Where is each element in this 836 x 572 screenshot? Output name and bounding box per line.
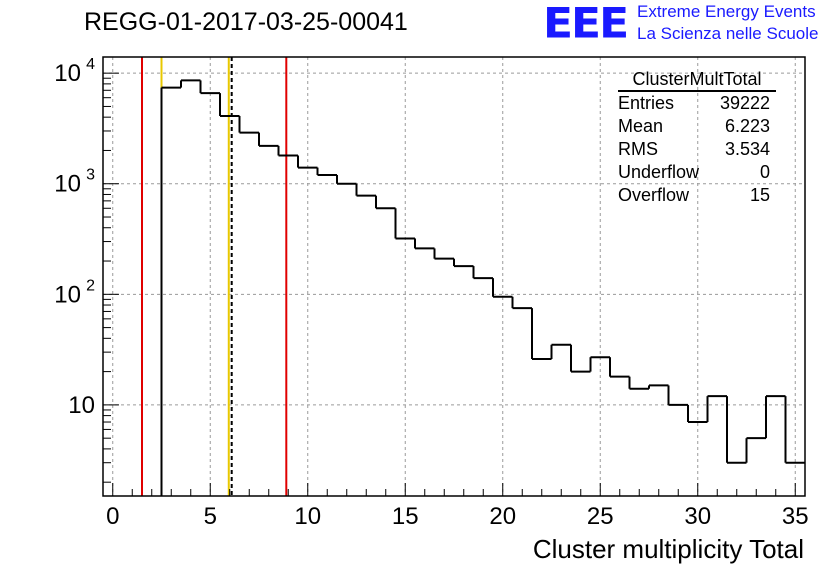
- x-tick-label: 15: [392, 503, 419, 530]
- histogram-series: [160, 79, 805, 496]
- x-axis-label: Cluster multiplicity Total: [532, 534, 804, 564]
- y-tick-label-exponent: 3: [86, 167, 95, 184]
- stats-row-underflow: Underflow 0: [610, 161, 782, 184]
- logo-subtitle-line2: La Scienza nelle Scuole: [637, 24, 819, 43]
- stats-label: Overflow: [618, 185, 690, 205]
- stats-value: 3.534: [724, 139, 770, 159]
- plot-frame: [102, 56, 806, 497]
- stats-label: Underflow: [618, 162, 700, 182]
- stats-label: Mean: [618, 116, 664, 136]
- marker-lines: [141, 57, 288, 496]
- stats-box: ClusterMultTotal Entries 39222 Mean 6.22…: [610, 68, 782, 207]
- x-tick-label: 35: [782, 503, 809, 530]
- y-tick-label: 10: [54, 281, 81, 308]
- y-tick-label: 10: [68, 392, 95, 419]
- x-tick-label: 20: [489, 503, 516, 530]
- stats-value: 15: [749, 185, 770, 205]
- stats-row-mean: Mean 6.223: [610, 115, 782, 138]
- y-tick-label: 10: [54, 60, 81, 87]
- stats-value: 39222: [719, 93, 770, 113]
- y-tick-label: 10: [54, 171, 81, 198]
- stats-value: 0: [759, 162, 770, 182]
- stats-label: RMS: [618, 139, 658, 159]
- stats-row-entries: Entries 39222: [610, 92, 782, 115]
- axis-ticks: [103, 72, 796, 496]
- stats-value: 6.223: [724, 116, 770, 136]
- grid-lines: [103, 57, 805, 496]
- x-tick-label: 30: [684, 503, 711, 530]
- x-tick-label: 10: [294, 503, 321, 530]
- x-tick-label: 5: [204, 503, 217, 530]
- x-tick-label: 0: [106, 503, 119, 530]
- logo-subtitle-line1: Extreme Energy Events: [637, 2, 816, 21]
- eee-logo: EEE: [543, 0, 629, 48]
- stats-title: ClusterMultTotal: [618, 68, 776, 92]
- stats-row-overflow: Overflow 15: [610, 184, 782, 207]
- run-title: REGG-01-2017-03-25-00041: [84, 8, 408, 36]
- y-tick-label-exponent: 2: [86, 277, 95, 294]
- x-tick-label: 25: [587, 503, 614, 530]
- y-tick-label-exponent: 4: [86, 56, 95, 73]
- axis-tick-labels: 0 5 10 15 20 25 30 35 10 10 2 10 3 10 4: [54, 56, 808, 530]
- stats-row-rms: RMS 3.534: [610, 138, 782, 161]
- stats-label: Entries: [618, 93, 675, 113]
